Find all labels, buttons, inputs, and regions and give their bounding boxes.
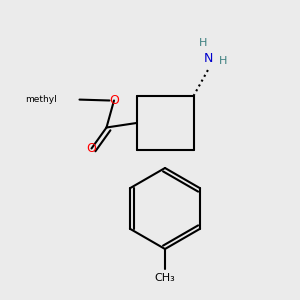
- Text: CH₃: CH₃: [154, 273, 176, 283]
- Text: methyl: methyl: [25, 95, 57, 104]
- Text: H: H: [219, 56, 228, 67]
- Text: H: H: [199, 38, 208, 49]
- Text: O: O: [109, 94, 119, 107]
- Text: N: N: [204, 52, 213, 65]
- Text: O: O: [87, 142, 96, 155]
